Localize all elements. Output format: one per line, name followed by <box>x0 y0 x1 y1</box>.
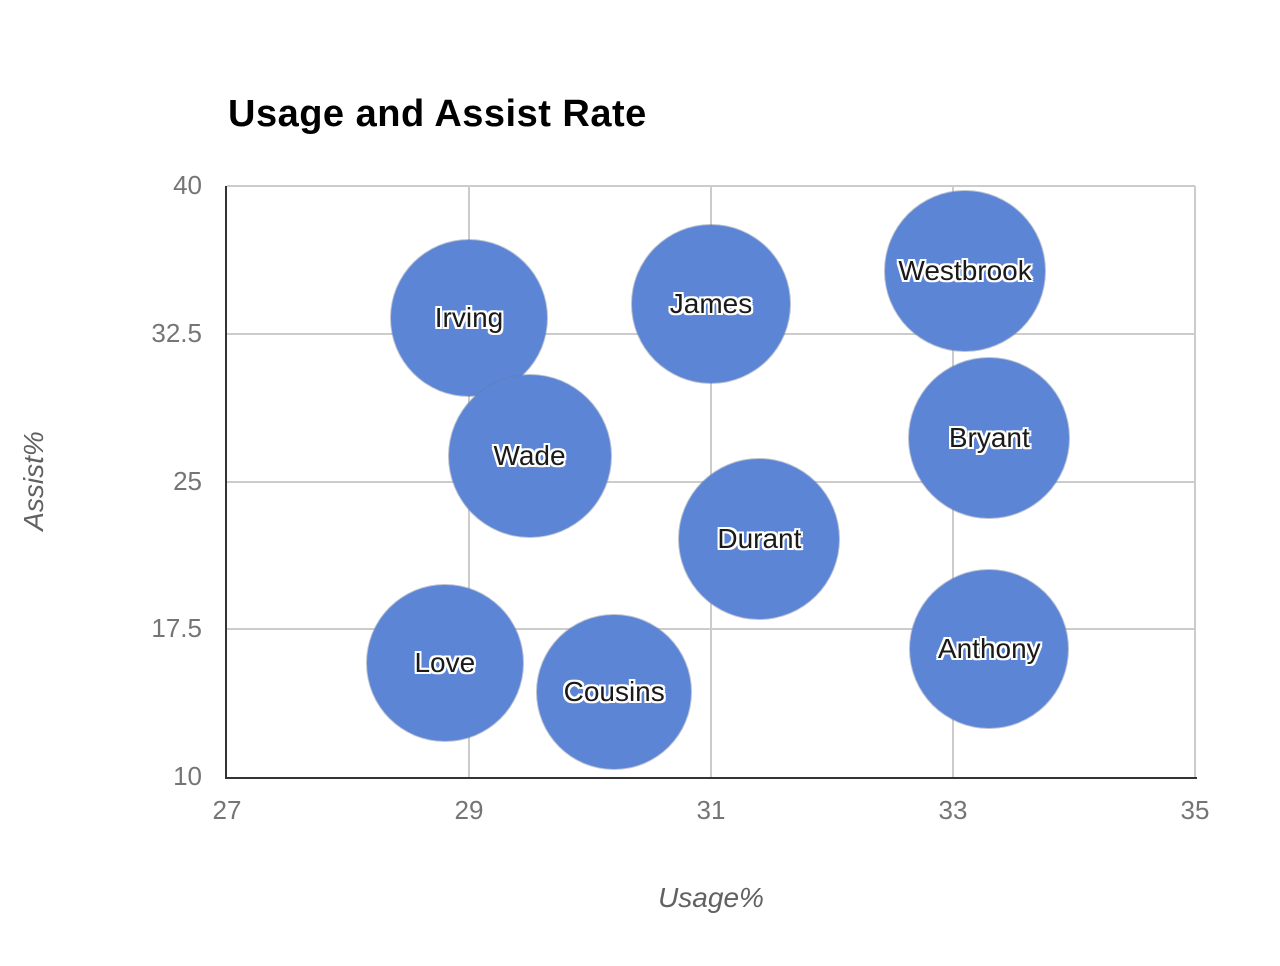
x-tick-label: 33 <box>938 795 968 825</box>
bubble-james[interactable]: James <box>632 225 790 384</box>
y-tick-label: 10 <box>173 761 202 791</box>
y-tick-label: 40 <box>173 170 202 200</box>
y-tick-label: 25 <box>173 465 202 496</box>
bubble-label: Anthony <box>937 632 1041 664</box>
x-tick-label: 35 <box>1180 795 1210 825</box>
gridline-x-35 <box>1194 186 1196 777</box>
bubble-westbrook[interactable]: Westbrook <box>885 190 1046 351</box>
bubble-anthony[interactable]: Anthony <box>910 569 1069 728</box>
bubble-label: Bryant <box>948 422 1030 454</box>
bubble-label: James <box>669 288 753 320</box>
gridline-y-17.5 <box>227 628 1195 631</box>
bubble-love[interactable]: Love <box>366 584 523 741</box>
y-axis-line <box>225 186 227 779</box>
x-tick-label: 29 <box>454 795 484 825</box>
bubble-label: Wade <box>493 439 566 471</box>
x-tick-label: 31 <box>696 795 726 825</box>
bubble-label: Westbrook <box>898 254 1032 286</box>
bubble-durant[interactable]: Durant <box>679 458 840 619</box>
y-tick-label: 17.5 <box>151 613 202 644</box>
y-axis-title: Assist% <box>18 431 49 531</box>
gridline-y-40 <box>227 185 1195 187</box>
x-axis-line <box>225 777 1197 779</box>
bubble-label: Cousins <box>563 676 665 708</box>
bubble-bryant[interactable]: Bryant <box>909 358 1070 519</box>
x-axis-title: Usage% <box>658 882 764 913</box>
y-tick-label: 32.5 <box>151 317 202 348</box>
bubble-wade[interactable]: Wade <box>448 374 611 537</box>
bubble-label: Love <box>414 646 476 678</box>
x-tick-label: 27 <box>212 795 242 825</box>
bubble-irving[interactable]: Irving <box>391 239 547 396</box>
bubble-label: Irving <box>434 301 504 333</box>
bubble-cousins[interactable]: Cousins <box>537 615 692 770</box>
chart-title: Usage and Assist Rate <box>228 93 647 135</box>
bubble-label: Durant <box>717 522 802 554</box>
